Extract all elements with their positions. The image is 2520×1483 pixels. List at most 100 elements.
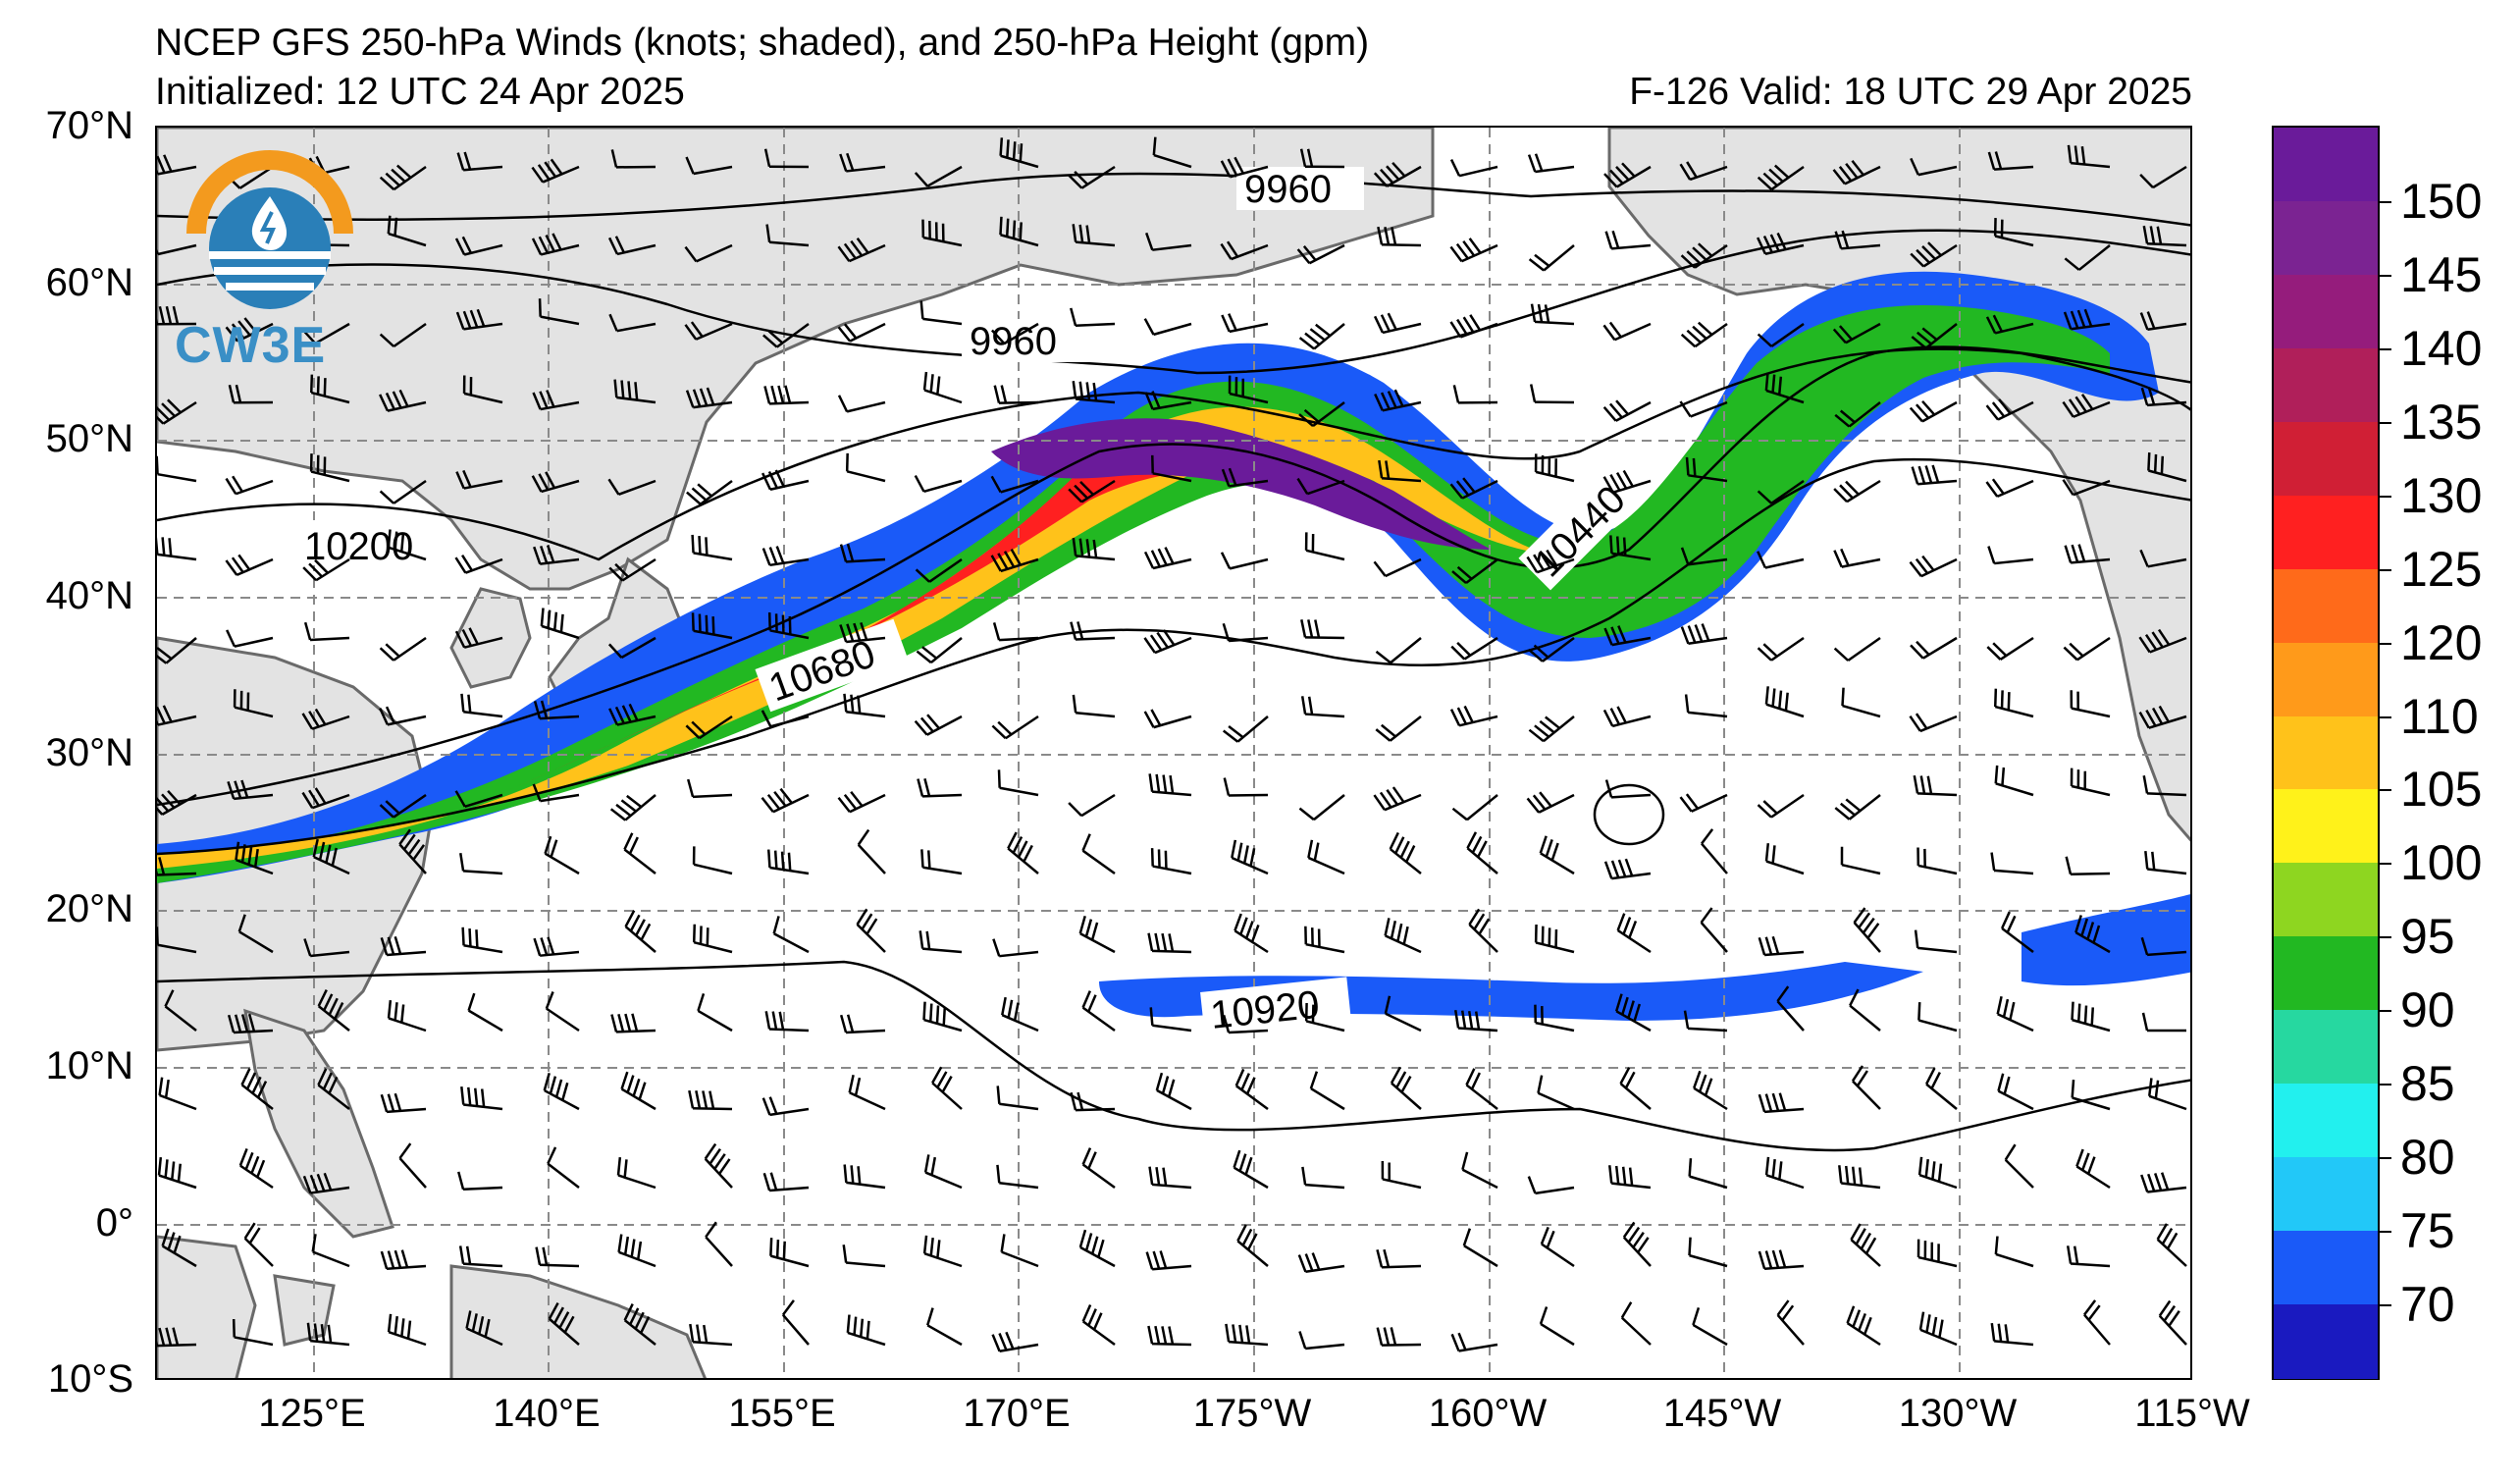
colorbar-segment [2274,1157,2378,1233]
wind-barb [2070,768,2111,797]
wind-barb [767,611,810,640]
lat-label-0: 0° [95,1201,133,1245]
cw3e-logo [186,150,353,309]
wind-barb [991,715,1039,740]
wind-barb [613,379,656,404]
wind-barb [920,849,963,875]
wind-barb [532,390,580,411]
wind-barb [1221,467,1269,488]
land-sulawesi [273,1274,336,1347]
wind-barb [157,536,197,561]
wind-barb [157,305,197,326]
wind-barb [2064,244,2111,271]
wind-barb [301,322,350,345]
wind-barb [310,374,350,404]
wind-barb [387,529,427,561]
wind-barb [2144,850,2187,875]
wind-barb [379,636,427,662]
wind-barb [2000,911,2034,953]
map-title: NCEP GFS 250-hPa Winds (knots; shaded), … [155,22,1370,64]
wind-barb [2140,936,2187,957]
wind-barb [765,224,810,247]
land-philippines [243,1008,394,1239]
wind-barb [533,936,580,957]
wind-barb [1298,1331,1345,1351]
wind-barb [2138,628,2187,654]
map-panel: 9960 9960 10200 10680 10440 10920 [155,126,2192,1380]
wind-barb [843,1164,886,1190]
wind-barb [1841,687,1881,718]
colorbar-tick [2378,642,2391,645]
wind-barb [1070,307,1116,328]
wind-barb [914,714,963,736]
wind-barb [1909,555,1958,578]
wind-barb [609,794,656,821]
wind-barb [1540,1226,1575,1268]
wind-barb [532,783,580,803]
wind-barb [531,471,580,494]
wind-barb [533,545,580,565]
wind-barb [688,1089,733,1111]
lat-label-60n: 60°N [45,261,133,304]
wind-barb [1528,636,1575,662]
colorbar-tick [2378,715,2391,718]
wind-barb [1834,230,1881,250]
lat-label-50n: 50°N [45,417,133,460]
wind-barb [1068,165,1116,189]
wind-barb [607,478,656,496]
wind-barb [461,927,503,954]
wind-barb [240,1068,274,1110]
wind-barb [1603,162,1652,188]
wind-barb [914,474,963,494]
wind-barb [1148,1166,1192,1190]
wind-barb [1603,625,1652,647]
wind-barb [157,237,197,256]
wind-barb [379,389,427,412]
colorbar-tick [2378,1010,2391,1013]
wind-barb [990,322,1039,345]
wind-barb [1081,833,1116,875]
contour-high-cell [1593,783,1665,846]
wind-barb [1604,230,1652,250]
wind-barb [379,793,427,819]
wind-barb [1990,852,2034,875]
wind-barb [531,233,580,256]
wind-barb [2070,690,2111,718]
wind-barb [848,1074,886,1111]
wind-barb [544,835,580,875]
wind-barb [1228,375,1269,404]
wind-barb [923,1154,963,1190]
wind-barb [238,1148,274,1190]
wind-barb [454,627,503,649]
wind-barb [914,165,963,187]
wind-barb [1602,469,1652,494]
wind-barb [1622,1221,1652,1267]
wind-barb [1465,1068,1498,1110]
colorbar-label: 90 [2400,982,2455,1038]
wind-barb [1756,232,1805,255]
wind-barb [1680,547,1728,566]
wind-barb [157,789,197,816]
wind-barb [1527,1176,1575,1195]
wind-barb [1376,1327,1422,1347]
colorbar-tick [2378,1231,2391,1234]
contour-label-10200: 10200 [304,525,413,568]
wind-barb [1384,918,1422,954]
wind-barb [993,385,1039,404]
colorbar-tick [2378,1084,2391,1086]
wind-barb [1375,715,1422,742]
lon-label-140e: 140°E [493,1392,601,1435]
wind-barb [691,612,733,640]
wind-barb [1539,1306,1575,1347]
wind-barb [1679,793,1728,813]
colorbar-tick [2378,274,2391,277]
wind-barb [1916,1239,1958,1268]
wind-barb [1539,835,1575,875]
wind-barb [1309,1071,1345,1111]
wind-barb [533,700,580,720]
wind-barb [535,1246,580,1268]
wind-barb [766,849,810,875]
wind-barb [781,1299,810,1346]
wind-barb [617,1234,656,1268]
wind-barb [1449,238,1498,263]
